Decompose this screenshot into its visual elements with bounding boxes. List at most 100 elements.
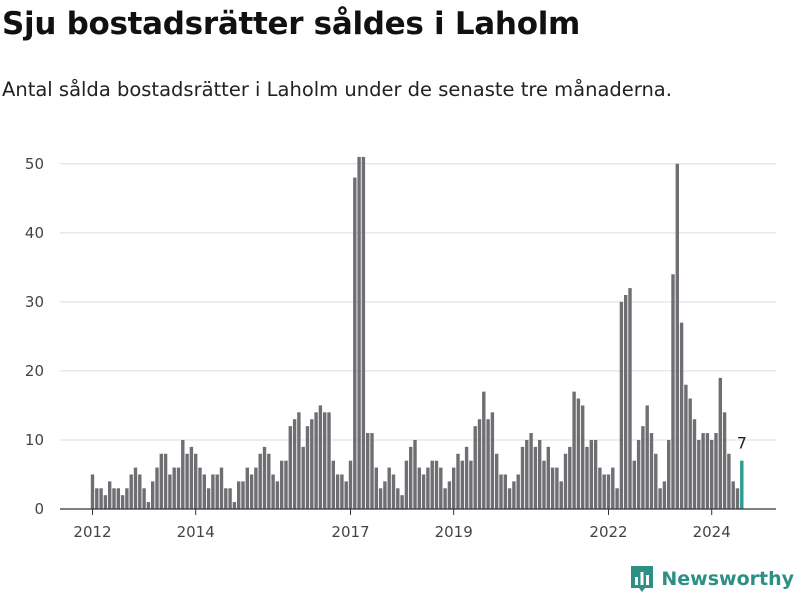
bar — [654, 453, 658, 509]
bar — [172, 467, 176, 509]
x-tick-label: 2022 — [589, 523, 627, 541]
bar — [585, 446, 589, 509]
bar — [499, 474, 503, 509]
bar — [671, 274, 675, 509]
bar — [280, 460, 284, 509]
bar — [219, 467, 224, 509]
bar — [378, 488, 383, 509]
bar — [619, 301, 624, 509]
bar — [421, 474, 426, 509]
y-tick-label: 30 — [25, 293, 44, 311]
bar — [624, 294, 628, 509]
bar — [628, 288, 632, 509]
bar — [714, 433, 718, 509]
bar — [348, 460, 353, 509]
bar — [641, 426, 645, 509]
bar — [176, 467, 181, 509]
bar — [125, 488, 129, 509]
bar — [258, 453, 262, 509]
bar — [116, 488, 120, 509]
bar — [215, 474, 219, 509]
bar — [636, 439, 641, 509]
bar — [267, 453, 271, 509]
bar — [206, 488, 211, 509]
x-tick-label: 2019 — [435, 523, 473, 541]
bar — [731, 481, 735, 509]
bar — [413, 439, 417, 509]
bar — [434, 460, 439, 509]
bar — [602, 474, 606, 509]
bar-chart-logo-icon — [631, 566, 654, 592]
bar — [262, 446, 267, 509]
bar — [516, 474, 520, 509]
x-tick-label: 2017 — [331, 523, 369, 541]
bar — [701, 433, 705, 509]
bar — [168, 474, 172, 509]
highlight-value-label: 7 — [737, 434, 747, 453]
bar — [559, 481, 563, 509]
bar — [340, 474, 344, 509]
bar — [344, 481, 348, 509]
bar — [387, 467, 391, 509]
bar — [391, 474, 396, 509]
brand-name: Newsworthy — [661, 568, 794, 590]
bar — [529, 433, 533, 509]
bar — [464, 446, 469, 509]
bar — [275, 481, 280, 509]
bar — [705, 433, 710, 509]
bar — [228, 488, 232, 509]
bar — [460, 460, 464, 509]
chart-title: Sju bostadsrätter såldes i Laholm — [2, 6, 581, 42]
bar — [254, 467, 258, 509]
bar — [194, 453, 198, 509]
bar — [482, 391, 486, 509]
bar — [611, 467, 615, 509]
bar — [542, 460, 546, 509]
bar — [688, 398, 692, 509]
bar — [357, 156, 361, 509]
bars — [90, 156, 744, 510]
bar — [159, 453, 163, 509]
bar — [710, 439, 714, 509]
bar — [555, 467, 559, 509]
bar — [658, 488, 662, 509]
bar — [507, 488, 512, 509]
bar — [697, 439, 701, 509]
y-tick-label: 40 — [25, 224, 44, 242]
x-tick-label: 2012 — [73, 523, 111, 541]
bar — [546, 446, 550, 509]
bar — [245, 467, 249, 509]
bar — [533, 446, 538, 509]
bar — [662, 481, 667, 509]
bar — [284, 460, 288, 509]
bar — [185, 453, 189, 509]
y-tick-label: 10 — [25, 431, 44, 449]
bar — [550, 467, 555, 509]
bar — [138, 474, 142, 509]
bar — [288, 426, 292, 509]
bar — [598, 467, 602, 509]
bar — [679, 322, 684, 509]
bar — [538, 439, 542, 509]
data-labels: 7 — [737, 434, 747, 453]
axes: 0 10 20 30 40 50 2012 2014 2017 2019 2022 2024 — [25, 155, 776, 541]
brand-logo: Newsworthy — [629, 564, 794, 594]
bar — [310, 419, 314, 509]
chart-subtitle: Antal sålda bostadsrätter i Laholm under… — [2, 78, 672, 101]
bar — [581, 405, 585, 509]
bar — [606, 474, 611, 509]
bar — [133, 467, 138, 509]
bar — [374, 467, 378, 509]
bar — [512, 481, 516, 509]
bar — [718, 377, 722, 509]
bar — [417, 467, 421, 509]
y-tick-label: 50 — [25, 155, 44, 173]
bar — [112, 488, 116, 509]
bar — [469, 460, 473, 509]
bar — [297, 412, 301, 509]
bar — [292, 419, 297, 509]
bar — [155, 467, 159, 509]
bar — [129, 474, 133, 509]
bar — [396, 488, 400, 509]
bar — [503, 474, 507, 509]
